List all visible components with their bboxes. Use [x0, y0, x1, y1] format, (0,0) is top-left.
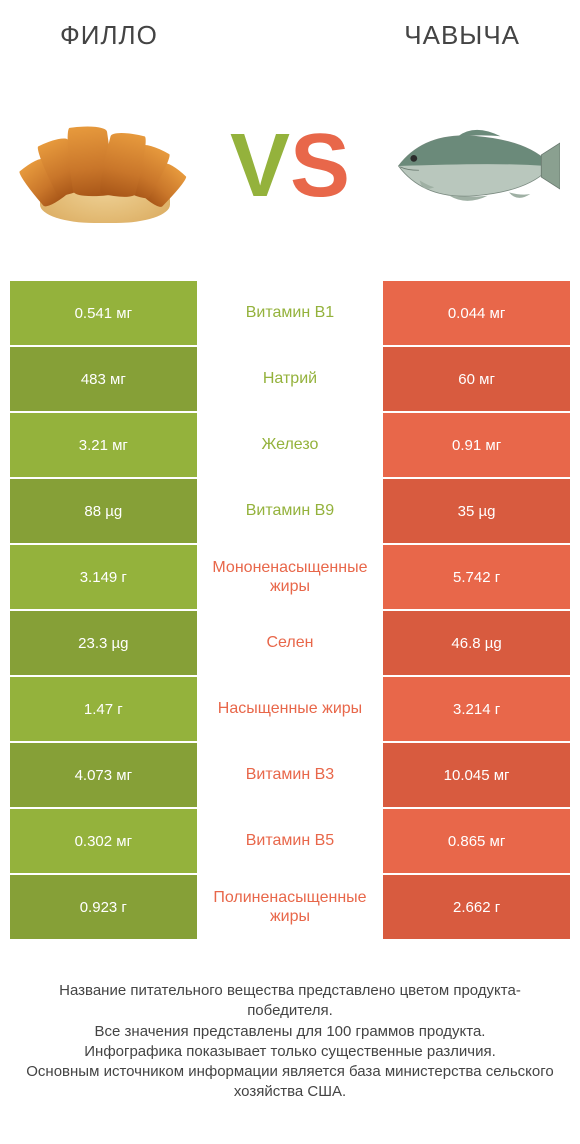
comparison-table: 0.541 мгВитамин B10.044 мг483 мгНатрий60…	[10, 281, 570, 939]
table-row: 483 мгНатрий60 мг	[10, 347, 570, 411]
right-value-cell: 60 мг	[383, 347, 570, 411]
nutrient-label-cell: Натрий	[197, 347, 384, 411]
nutrient-label-cell: Железо	[197, 413, 384, 477]
footer-line-3: Инфографика показывает только существенн…	[20, 1042, 560, 1062]
nutrient-label-cell: Витамин B3	[197, 743, 384, 807]
left-value-cell: 0.923 г	[10, 875, 197, 939]
right-value-cell: 35 µg	[383, 479, 570, 543]
nutrient-label-cell: Полиненасыщенные жиры	[197, 875, 384, 939]
right-value-cell: 0.044 мг	[383, 281, 570, 345]
footer-line-2: Все значения представлены для 100 граммо…	[20, 1022, 560, 1042]
nutrient-label-cell: Насыщенные жиры	[197, 677, 384, 741]
table-row: 4.073 мгВитамин B310.045 мг	[10, 743, 570, 807]
header: ФИЛЛО ЧАВЫЧА	[0, 0, 580, 61]
right-value-cell: 46.8 µg	[383, 611, 570, 675]
left-value-cell: 4.073 мг	[10, 743, 197, 807]
left-value-cell: 23.3 µg	[10, 611, 197, 675]
left-value-cell: 0.541 мг	[10, 281, 197, 345]
right-product-title: ЧАВЫЧА	[404, 20, 520, 51]
left-value-cell: 0.302 мг	[10, 809, 197, 873]
right-value-cell: 0.865 мг	[383, 809, 570, 873]
right-value-cell: 3.214 г	[383, 677, 570, 741]
table-row: 1.47 гНасыщенные жиры3.214 г	[10, 677, 570, 741]
vs-label: VS	[230, 121, 350, 211]
right-value-cell: 0.91 мг	[383, 413, 570, 477]
nutrient-label-cell: Витамин B1	[197, 281, 384, 345]
footer-line-4: Основным источником информации является …	[20, 1062, 560, 1103]
left-value-cell: 1.47 г	[10, 677, 197, 741]
table-row: 3.21 мгЖелезо0.91 мг	[10, 413, 570, 477]
vs-s: S	[290, 121, 350, 211]
footer-line-1: Название питательного вещества представл…	[20, 981, 560, 1022]
table-row: 0.302 мгВитамин B50.865 мг	[10, 809, 570, 873]
salmon-fish-icon	[390, 116, 560, 216]
nutrient-label-cell: Селен	[197, 611, 384, 675]
nutrient-label-cell: Мононенасыщенные жиры	[197, 545, 384, 609]
hero-row: VS	[0, 61, 580, 281]
left-product-title: ФИЛЛО	[60, 20, 158, 51]
left-value-cell: 3.149 г	[10, 545, 197, 609]
left-value-cell: 88 µg	[10, 479, 197, 543]
right-product-image	[390, 96, 560, 236]
table-row: 0.923 гПолиненасыщенные жиры2.662 г	[10, 875, 570, 939]
table-row: 88 µgВитамин B935 µg	[10, 479, 570, 543]
left-value-cell: 483 мг	[10, 347, 197, 411]
table-row: 3.149 гМононенасыщенные жиры5.742 г	[10, 545, 570, 609]
right-value-cell: 10.045 мг	[383, 743, 570, 807]
left-product-image	[20, 96, 190, 236]
left-value-cell: 3.21 мг	[10, 413, 197, 477]
footer-notes: Название питательного вещества представл…	[0, 941, 580, 1103]
table-row: 23.3 µgСелен46.8 µg	[10, 611, 570, 675]
right-value-cell: 5.742 г	[383, 545, 570, 609]
nutrient-label-cell: Витамин B5	[197, 809, 384, 873]
right-value-cell: 2.662 г	[383, 875, 570, 939]
phyllo-pastry-icon	[30, 101, 180, 231]
nutrient-label-cell: Витамин B9	[197, 479, 384, 543]
table-row: 0.541 мгВитамин B10.044 мг	[10, 281, 570, 345]
vs-v: V	[230, 121, 290, 211]
